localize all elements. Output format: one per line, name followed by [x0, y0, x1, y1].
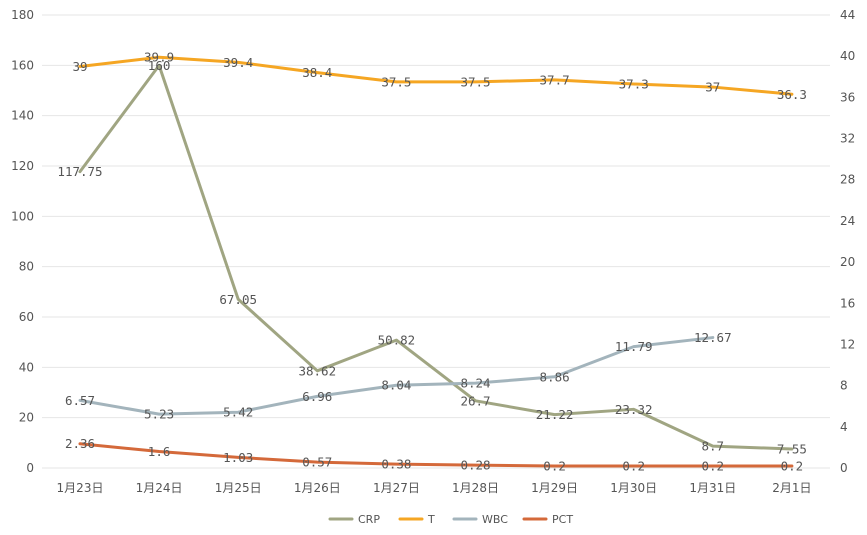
y-left-tick-label: 140 [11, 109, 34, 123]
y-right-tick-label: 24 [840, 214, 855, 228]
y-right-tick-label: 16 [840, 296, 855, 310]
data-label-t: 37.5 [381, 74, 411, 89]
data-label-t: 39.9 [144, 50, 174, 65]
y-right-tick-label: 32 [840, 132, 855, 146]
x-tick-label: 1月23日 [57, 481, 104, 495]
x-tick-label: 1月24日 [136, 481, 183, 495]
data-label-pct: 0.28 [460, 458, 490, 473]
data-label-crp: 160 [148, 58, 171, 73]
data-label-wbc: 5.23 [144, 407, 174, 422]
x-tick-label: 1月25日 [215, 481, 262, 495]
x-tick-label: 1月27日 [373, 481, 420, 495]
x-tick-label: 1月31日 [689, 481, 736, 495]
data-label-pct: 0.57 [302, 455, 332, 470]
y-right-tick-label: 8 [840, 379, 848, 393]
data-label-pct: 0.38 [381, 457, 411, 472]
y-left-tick-label: 160 [11, 58, 34, 72]
legend-label-wbc: WBC [482, 513, 508, 526]
y-left-tick-label: 180 [11, 8, 34, 22]
data-label-wbc: 12.67 [694, 330, 732, 345]
data-label-wbc: 8.24 [460, 376, 490, 391]
series-line-wbc [78, 336, 715, 416]
x-tick-label: 1月26日 [294, 481, 341, 495]
data-label-crp: 67.05 [219, 292, 257, 307]
data-label-t: 37.3 [619, 76, 649, 91]
series-group [78, 55, 794, 468]
legend-label-t: T [427, 513, 435, 526]
data-label-crp: 50.82 [378, 333, 416, 348]
grid-lines [42, 14, 830, 469]
series-line-crp [78, 63, 794, 451]
data-label-pct: 2.36 [65, 436, 95, 451]
data-label-pct: 0.2 [702, 458, 725, 473]
data-label-wbc: 5.42 [223, 405, 253, 420]
y-right-tick-label: 28 [840, 173, 855, 187]
data-label-pct: 0.2 [781, 458, 804, 473]
data-label-t: 38.4 [302, 65, 332, 80]
y-right-tick-label: 36 [840, 90, 855, 104]
data-label-t: 37.7 [540, 72, 570, 87]
x-tick-label: 2月1日 [772, 481, 811, 495]
series-line-pct [78, 442, 794, 468]
left-y-axis: 0 20 40 60 80 100 120 140 160 180 [11, 8, 34, 475]
data-label-crp: 23.32 [615, 402, 653, 417]
data-label-pct: 0.2 [543, 458, 566, 473]
y-left-tick-label: 120 [11, 159, 34, 173]
y-right-tick-label: 44 [840, 8, 855, 22]
y-left-tick-label: 40 [19, 360, 34, 374]
data-label-wbc: 11.79 [615, 339, 653, 354]
right-y-axis: 0 4 8 12 16 20 24 28 32 36 40 44 [840, 8, 855, 475]
legend: CRP T WBC PCT [328, 513, 573, 526]
y-right-tick-label: 0 [840, 461, 848, 475]
data-label-wbc: 8.86 [540, 369, 570, 384]
data-label-t: 37 [705, 80, 720, 95]
data-label-crp: 7.55 [777, 441, 807, 456]
y-right-tick-label: 20 [840, 255, 855, 269]
y-right-tick-label: 40 [840, 49, 855, 63]
y-left-tick-label: 100 [11, 209, 34, 223]
data-label-crp: 26.7 [460, 393, 490, 408]
y-left-tick-label: 20 [19, 411, 34, 425]
data-label-crp: 117.75 [57, 164, 102, 179]
data-label-pct: 1.6 [148, 444, 171, 459]
data-labels: 117.75 160 67.05 38.62 50.82 26.7 21.22 23.32 8.… [57, 50, 807, 474]
y-left-tick-label: 0 [26, 461, 34, 475]
data-label-t: 36.3 [777, 87, 807, 102]
x-axis: 1月23日 1月24日 1月25日 1月26日 1月27日 1月28日 1月29日 1月30日… [57, 481, 812, 495]
data-label-wbc: 6.57 [65, 393, 95, 408]
series-line-t [78, 55, 794, 96]
legend-label-pct: PCT [552, 513, 573, 526]
y-right-tick-label: 12 [840, 337, 855, 351]
data-label-crp: 21.22 [536, 407, 574, 422]
x-tick-label: 1月28日 [452, 481, 499, 495]
data-label-pct: 0.2 [622, 458, 645, 473]
x-tick-label: 1月30日 [610, 481, 657, 495]
data-label-t: 39.4 [223, 55, 253, 70]
y-right-tick-label: 4 [840, 420, 848, 434]
legend-label-crp: CRP [358, 513, 380, 526]
data-label-t: 39 [72, 59, 87, 74]
data-label-crp: 38.62 [298, 363, 336, 378]
data-label-crp: 8.7 [702, 439, 725, 454]
x-tick-label: 1月29日 [531, 481, 578, 495]
data-label-t: 37.5 [460, 74, 490, 89]
y-left-tick-label: 60 [19, 310, 34, 324]
y-left-tick-label: 80 [19, 260, 34, 274]
data-label-wbc: 6.96 [302, 389, 332, 404]
data-label-pct: 1.03 [223, 450, 253, 465]
data-label-wbc: 8.04 [381, 378, 411, 393]
